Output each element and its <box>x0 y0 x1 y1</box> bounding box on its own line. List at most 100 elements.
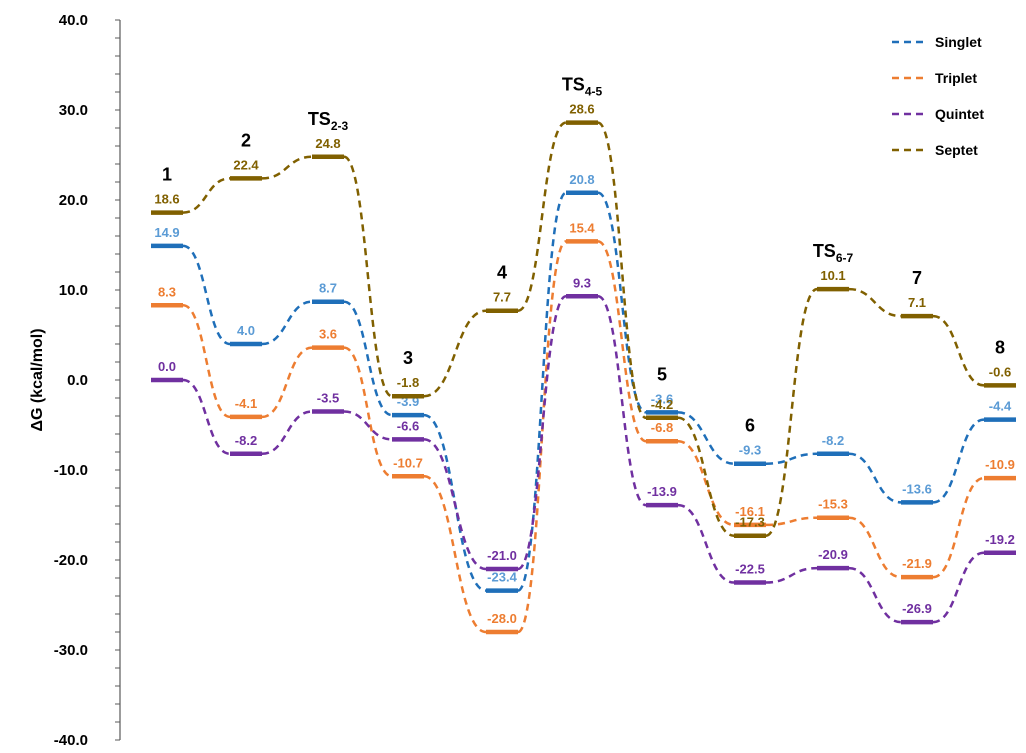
connector-septet <box>848 287 902 318</box>
y-tick-label: 30.0 <box>59 102 88 119</box>
y-tick-label: 10.0 <box>59 282 88 299</box>
connector-singlet <box>765 452 818 465</box>
connector-triplet <box>261 346 313 419</box>
value-label-singlet: -8.2 <box>822 433 844 448</box>
connector-septet <box>517 121 567 312</box>
y-tick-label: 20.0 <box>59 192 88 209</box>
legend-label: Quintet <box>935 106 984 122</box>
connector-quintet <box>423 438 487 571</box>
legend-item-septet: Septet <box>892 142 978 158</box>
y-tick-label: -20.0 <box>54 552 88 569</box>
stage-label: TS6-7 <box>813 241 854 265</box>
y-axis: 40.0 30.0 20.0 10.0 0.0 -10.0 -20.0 -30.0 -40.0 <box>54 12 121 749</box>
legend-item-quintet: Quintet <box>892 106 984 122</box>
value-label-triplet: -28.0 <box>487 611 517 626</box>
connector-triplet <box>932 476 985 579</box>
connector-quintet <box>932 551 985 624</box>
value-label-singlet: -23.4 <box>487 570 517 585</box>
connector-quintet <box>597 295 647 507</box>
connector-singlet <box>677 411 735 465</box>
connector-singlet <box>261 300 313 346</box>
connector-triplet <box>182 304 231 419</box>
connector-septet <box>597 121 647 420</box>
value-label-septet: -4.2 <box>651 397 673 412</box>
value-label-quintet: -6.6 <box>397 418 419 433</box>
series-layer: 14.94.08.7-3.9-23.420.8-3.6-9.3-8.2-13.6… <box>151 102 1016 635</box>
value-label-septet: 10.1 <box>820 268 845 283</box>
y-tick-label: -10.0 <box>54 462 88 479</box>
y-tick-label: 40.0 <box>59 12 88 29</box>
stage-label: 2 <box>241 130 251 150</box>
value-label-quintet: -13.9 <box>647 484 677 499</box>
connector-quintet <box>517 295 567 571</box>
value-label-singlet: -9.3 <box>739 443 761 458</box>
stage-label: 4 <box>497 263 507 283</box>
connector-triplet <box>343 346 393 478</box>
value-label-quintet: -19.2 <box>985 532 1015 547</box>
stage-label: 6 <box>745 416 755 436</box>
connector-quintet <box>261 410 313 456</box>
connector-triplet <box>597 240 647 443</box>
connector-singlet <box>516 191 568 592</box>
stage-label: 7 <box>912 268 922 288</box>
value-label-septet: 7.1 <box>908 295 926 310</box>
legend-label: Septet <box>935 142 978 158</box>
value-label-singlet: -3.6 <box>651 391 673 406</box>
connector-septet <box>182 177 231 214</box>
value-label-triplet: -6.8 <box>651 420 673 435</box>
value-label-septet: 18.6 <box>154 192 179 207</box>
connector-singlet <box>343 300 393 417</box>
y-tick-label: -40.0 <box>54 732 88 749</box>
y-tick-label: -30.0 <box>54 642 88 659</box>
legend-label: Triplet <box>935 70 977 86</box>
connector-singlet <box>848 452 902 504</box>
value-label-singlet: 14.9 <box>154 225 179 240</box>
value-label-septet: 24.8 <box>315 136 340 151</box>
connector-quintet <box>182 378 231 456</box>
value-label-quintet: 9.3 <box>573 275 591 290</box>
connector-singlet <box>932 418 985 504</box>
value-label-septet: -17.3 <box>735 515 765 530</box>
connector-septet <box>343 155 393 398</box>
connector-quintet <box>343 410 393 441</box>
value-label-triplet: -4.1 <box>235 396 257 411</box>
value-label-singlet: -4.4 <box>989 399 1012 414</box>
connector-triplet <box>677 439 735 527</box>
value-label-triplet: -16.1 <box>735 504 765 519</box>
value-label-triplet: 3.6 <box>319 327 337 342</box>
value-label-septet: 7.7 <box>493 290 511 305</box>
legend: Singlet Triplet Quintet Septet <box>892 34 984 158</box>
value-label-septet: 28.6 <box>569 102 594 117</box>
value-label-quintet: -20.9 <box>818 547 848 562</box>
value-label-quintet: -22.5 <box>735 562 765 577</box>
stage-label: TS4-5 <box>562 75 603 99</box>
legend-item-singlet: Singlet <box>892 34 982 50</box>
y-tick-label: 0.0 <box>67 372 88 389</box>
stage-label: 8 <box>995 337 1005 357</box>
connector-quintet <box>848 566 902 624</box>
connector-septet <box>677 416 735 537</box>
value-label-triplet: -21.9 <box>902 556 932 571</box>
connector-singlet <box>182 244 231 346</box>
value-label-triplet: -15.3 <box>818 497 848 512</box>
value-label-septet: 22.4 <box>233 157 259 172</box>
value-label-triplet: 15.4 <box>569 220 595 235</box>
value-label-singlet: -13.6 <box>902 481 932 496</box>
connector-triplet <box>765 516 818 527</box>
value-label-quintet: -8.2 <box>235 433 257 448</box>
value-label-triplet: -10.7 <box>393 455 423 470</box>
y-axis-title: ΔG (kcal/mol) <box>29 328 46 431</box>
value-label-triplet: 8.3 <box>158 284 176 299</box>
connector-septet <box>261 155 313 180</box>
stage-label: 3 <box>403 348 413 368</box>
series-quintet: 0.0 -8.2 -3.5 -6.6 -21.0 9.3 -13.9 -22.5 -20.9 -2… <box>151 275 1016 625</box>
value-label-singlet: 4.0 <box>237 323 255 338</box>
connector-septet <box>932 314 985 387</box>
connector-quintet <box>677 503 735 584</box>
value-label-quintet: -21.0 <box>487 548 517 563</box>
connector-quintet <box>765 566 818 584</box>
connector-triplet <box>848 516 902 579</box>
legend-item-triplet: Triplet <box>892 70 977 86</box>
stage-label: TS2-3 <box>308 109 349 133</box>
